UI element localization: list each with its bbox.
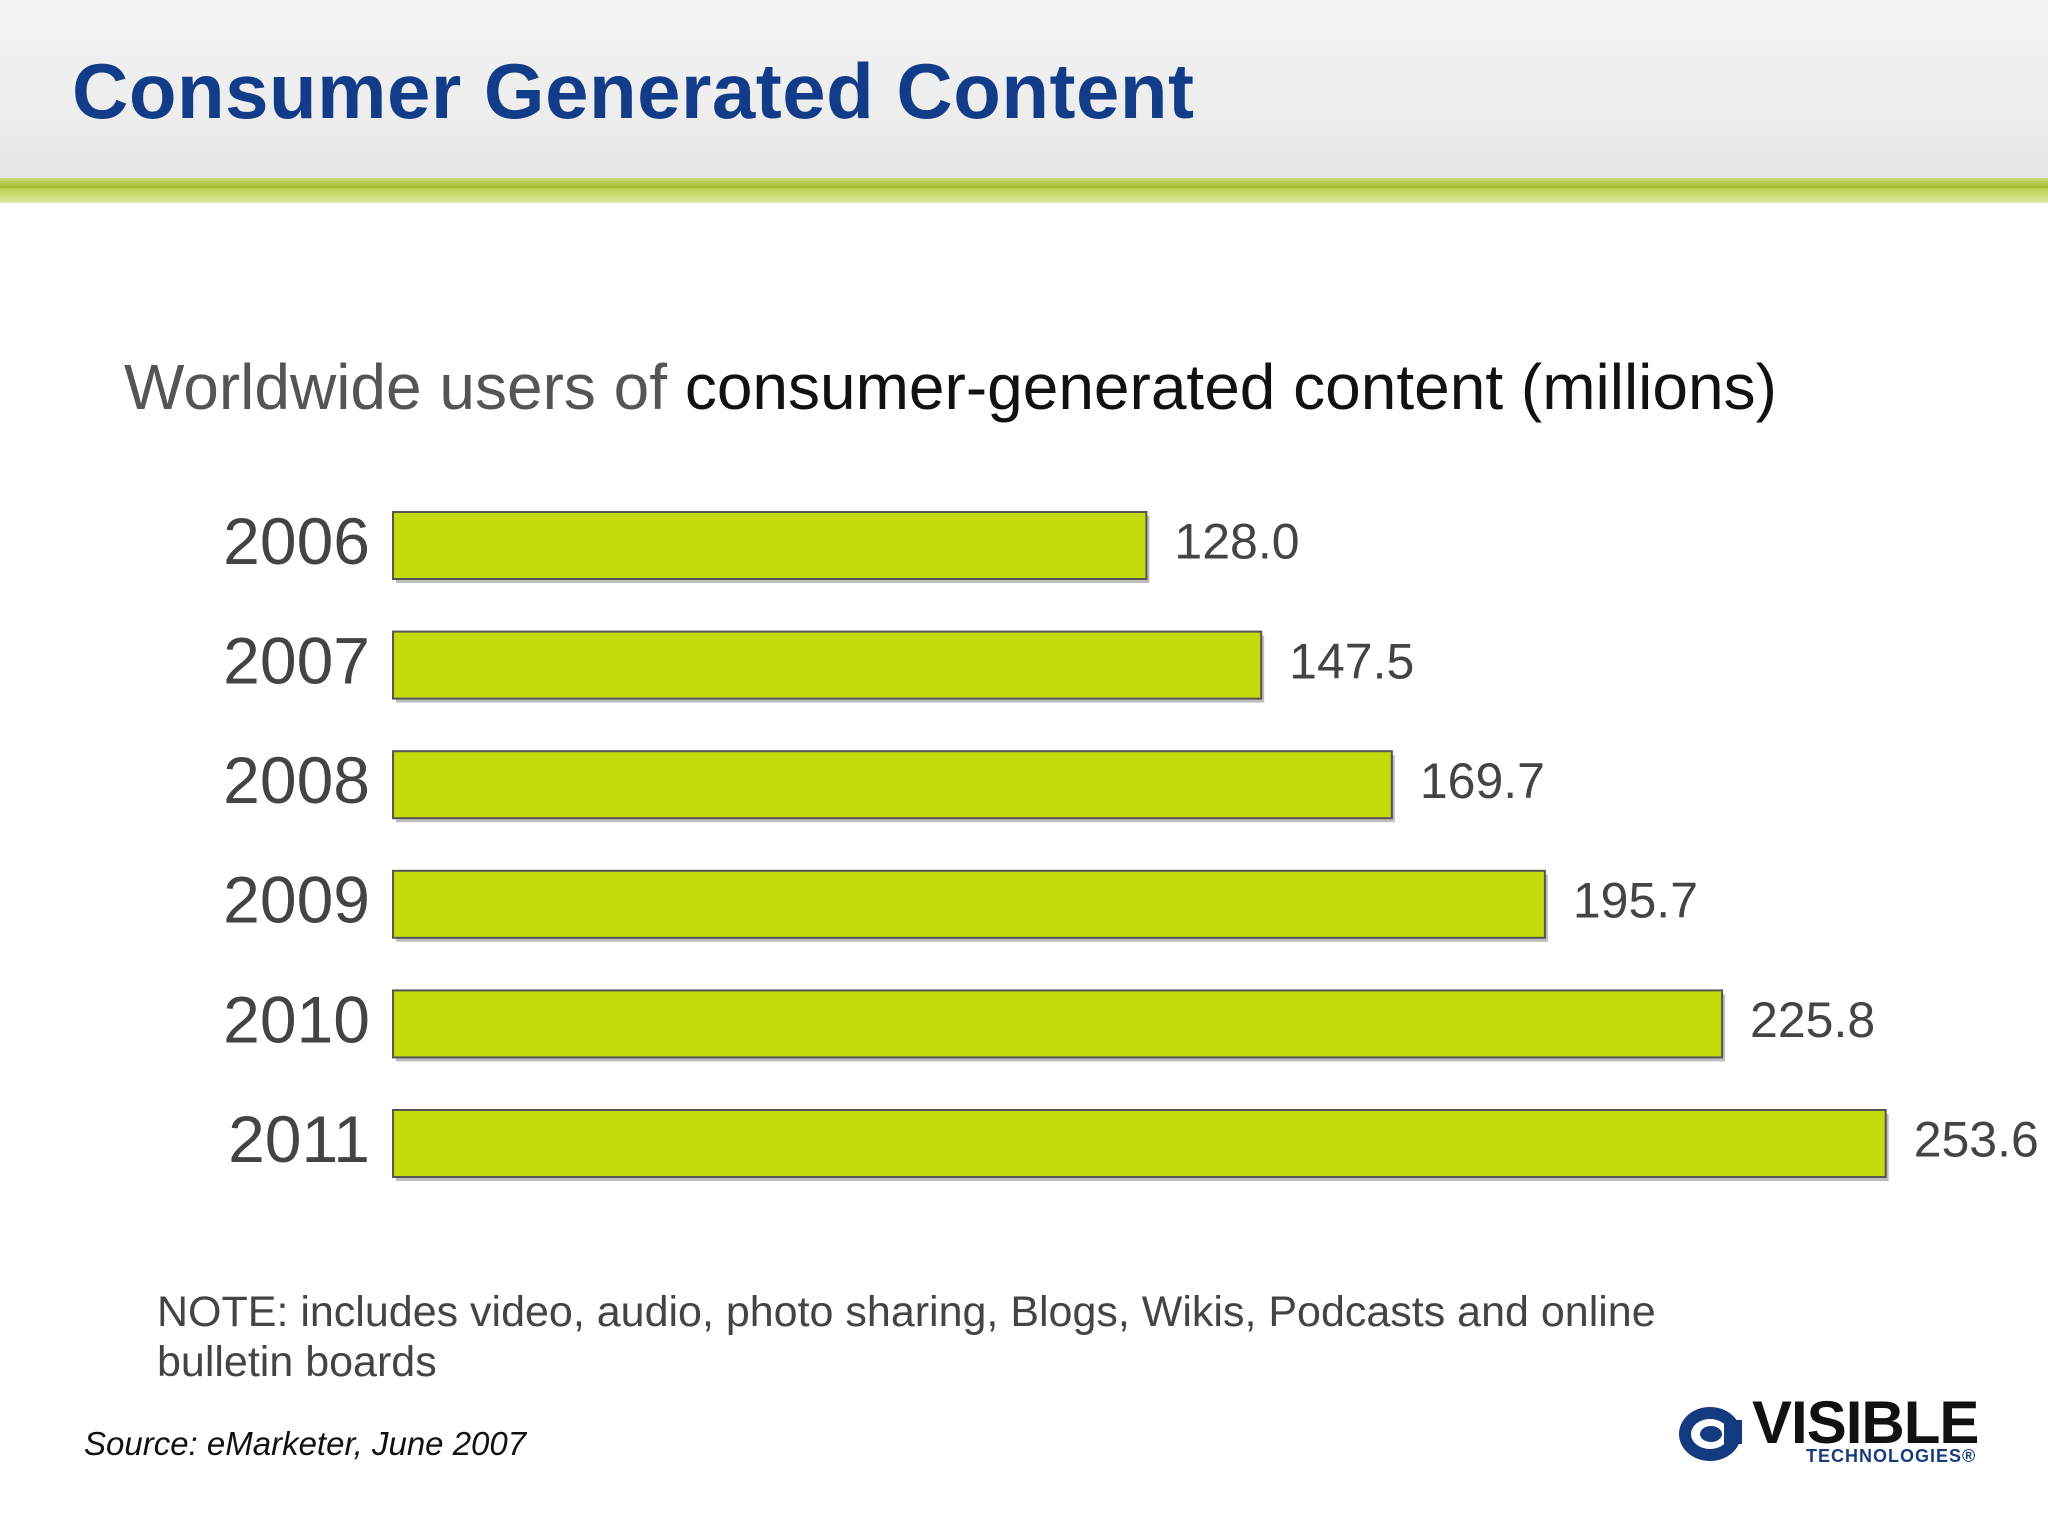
value-label-2010: 225.8 [1750, 992, 1875, 1048]
logo-wordmark: VISIBLE [1752, 1389, 1979, 1456]
logo-tagline: TECHNOLOGIES® [1806, 1446, 1977, 1466]
value-label-2009: 195.7 [1573, 873, 1698, 929]
slide-title: Consumer Generated Content [72, 47, 1195, 135]
bar-2009 [392, 869, 1546, 939]
chart-note: NOTE: includes video, audio, photo shari… [157, 1287, 1797, 1387]
chart-title-light: Worldwide users of [124, 351, 668, 423]
chart-title: Worldwide users of consumer-generated co… [124, 350, 1777, 424]
header-rule-highlight [0, 188, 2048, 203]
bar-2006 [392, 511, 1148, 580]
category-label-2010: 2010 [223, 982, 370, 1056]
category-label-2006: 2006 [223, 504, 370, 578]
bar-2007 [392, 630, 1263, 700]
note-line-1: NOTE: includes video, audio, photo shari… [157, 1288, 1656, 1336]
category-label-2008: 2008 [223, 743, 370, 817]
category-label-2011: 2011 [228, 1102, 370, 1176]
bar-2010 [392, 989, 1724, 1059]
value-label-2007: 147.5 [1289, 633, 1414, 689]
value-label-2008: 169.7 [1420, 753, 1545, 809]
value-label-2006: 128.0 [1174, 514, 1299, 570]
source-citation: Source: eMarketer, June 2007 [84, 1425, 527, 1462]
category-label-2009: 2009 [223, 863, 370, 937]
category-label-2007: 2007 [223, 624, 370, 698]
logo-mark-icon [1679, 1407, 1742, 1461]
visible-technologies-logo: VISIBLE TECHNOLOGIES® [1676, 1389, 1996, 1470]
header-rule [0, 178, 2048, 188]
slide-header [0, 0, 2048, 180]
note-line-2: bulletin boards [157, 1338, 437, 1386]
bar-2011 [392, 1109, 1887, 1178]
bar-2008 [392, 750, 1393, 820]
chart-title-strong: consumer-generated content (millions) [684, 351, 1777, 423]
value-label-2011: 253.6 [1914, 1112, 2039, 1168]
